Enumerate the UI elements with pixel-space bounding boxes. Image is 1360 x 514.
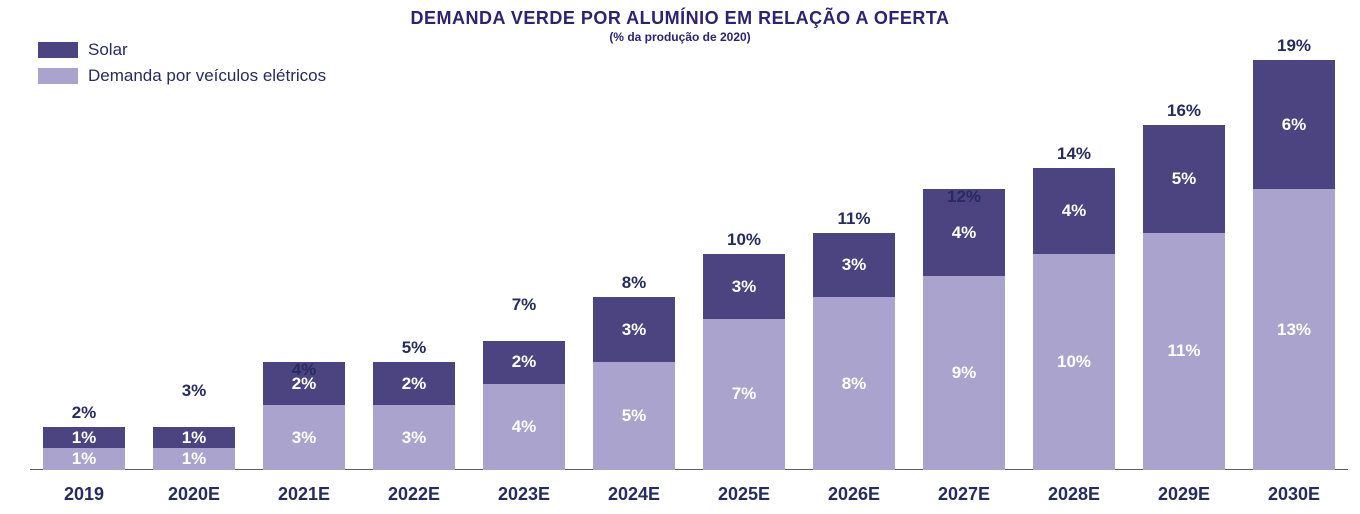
- bar-total-label: 7%: [483, 295, 565, 315]
- x-axis-label: 2025E: [689, 484, 799, 505]
- bar-segment-solar: 1%: [153, 427, 235, 449]
- x-axis-label: 2022E: [359, 484, 469, 505]
- x-axis-label: 2024E: [579, 484, 689, 505]
- bar-segment-ev-label: 8%: [842, 374, 867, 394]
- bar-segment-ev: 13%: [1253, 189, 1335, 470]
- bar-segment-ev-label: 11%: [1167, 341, 1200, 361]
- bar-segment-solar-label: 3%: [842, 255, 867, 275]
- bar-total-label: 5%: [373, 338, 455, 358]
- bar-segment-solar: 5%: [1143, 125, 1225, 233]
- x-axis-label: 2028E: [1019, 484, 1129, 505]
- bar-group: 3%2%4%: [263, 384, 345, 470]
- bar-segment-solar: 3%: [813, 233, 895, 298]
- bar-group: 8%3%11%: [813, 233, 895, 470]
- bar-segment-ev: 1%: [153, 448, 235, 470]
- bar-group: 9%4%12%: [923, 211, 1005, 470]
- bar-total-label: 19%: [1253, 36, 1335, 56]
- bar-segment-solar: 2%: [373, 362, 455, 405]
- bar-segment-ev: 8%: [813, 297, 895, 470]
- bar-segment-solar-label: 2%: [512, 352, 537, 372]
- x-axis-label: 2023E: [469, 484, 579, 505]
- x-axis-label: 2019: [29, 484, 139, 505]
- bar-group: 4%2%7%: [483, 319, 565, 470]
- bar-segment-ev-label: 1%: [182, 449, 207, 469]
- x-axis-label: 2021E: [249, 484, 359, 505]
- bar-group: 10%4%14%: [1033, 168, 1115, 470]
- bar-segment-solar: 1%: [43, 427, 125, 449]
- bar-total-label: 11%: [813, 209, 895, 229]
- bar-segment-solar: 2%: [483, 341, 565, 384]
- bar-segment-ev: 10%: [1033, 254, 1115, 470]
- x-axis-label: 2027E: [909, 484, 1019, 505]
- bar-segment-solar-label: 4%: [1062, 201, 1087, 221]
- bar-segment-solar-label: 6%: [1282, 115, 1307, 135]
- bar-segment-ev-label: 4%: [512, 417, 537, 437]
- bar-segment-ev: 3%: [263, 405, 345, 470]
- bar-total-label: 16%: [1143, 101, 1225, 121]
- bar-segment-ev-label: 5%: [622, 406, 647, 426]
- bar-segment-ev-label: 10%: [1057, 352, 1091, 372]
- bar-segment-ev-label: 7%: [732, 384, 757, 404]
- bar-segment-solar: 4%: [1033, 168, 1115, 254]
- chart-plot-area: 1%1%2%1%1%3%3%2%4%3%2%5%4%2%7%5%3%8%7%3%…: [30, 20, 1348, 470]
- bar-segment-solar-label: 1%: [72, 428, 97, 448]
- bar-segment-ev: 4%: [483, 384, 565, 470]
- bar-total-label: 8%: [593, 273, 675, 293]
- bar-segment-solar-label: 2%: [402, 374, 427, 394]
- bar-segment-ev: 5%: [593, 362, 675, 470]
- bar-segment-solar-label: 4%: [952, 223, 977, 243]
- bar-segment-solar-label: 5%: [1172, 169, 1197, 189]
- bar-group: 1%1%2%: [43, 427, 125, 470]
- bar-group: 5%3%8%: [593, 297, 675, 470]
- bar-group: 13%6%19%: [1253, 60, 1335, 470]
- bar-total-label: 4%: [263, 360, 345, 380]
- x-axis-label: 2030E: [1239, 484, 1349, 505]
- bar-segment-ev-label: 13%: [1277, 320, 1311, 340]
- bar-total-label: 12%: [923, 187, 1005, 207]
- bar-segment-solar: 6%: [1253, 60, 1335, 189]
- bar-total-label: 2%: [43, 403, 125, 423]
- bar-segment-ev: 3%: [373, 405, 455, 470]
- bar-total-label: 3%: [153, 381, 235, 401]
- bar-group: 7%3%10%: [703, 254, 785, 470]
- bar-segment-ev-label: 3%: [292, 428, 317, 448]
- bar-segment-ev: 9%: [923, 276, 1005, 470]
- bar-segment-ev: 11%: [1143, 233, 1225, 470]
- bar-segment-solar-label: 1%: [182, 428, 207, 448]
- x-axis-label: 2029E: [1129, 484, 1239, 505]
- bar-segment-ev: 7%: [703, 319, 785, 470]
- chart-container: DEMANDA VERDE POR ALUMÍNIO EM RELAÇÃO A …: [0, 0, 1360, 514]
- bar-segment-ev-label: 3%: [402, 428, 427, 448]
- bar-group: 3%2%5%: [373, 362, 455, 470]
- bar-segment-ev-label: 9%: [952, 363, 977, 383]
- bar-segment-solar: 3%: [703, 254, 785, 319]
- bar-segment-solar-label: 3%: [732, 277, 757, 297]
- bar-group: 11%5%16%: [1143, 125, 1225, 470]
- x-axis-label: 2020E: [139, 484, 249, 505]
- bar-total-label: 10%: [703, 230, 785, 250]
- bar-segment-ev: 1%: [43, 448, 125, 470]
- bar-group: 1%1%3%: [153, 405, 235, 470]
- bar-total-label: 14%: [1033, 144, 1115, 164]
- bar-segment-ev-label: 1%: [72, 449, 97, 469]
- bar-segment-solar-label: 3%: [622, 320, 647, 340]
- x-axis-label: 2026E: [799, 484, 909, 505]
- bar-segment-solar: 3%: [593, 297, 675, 362]
